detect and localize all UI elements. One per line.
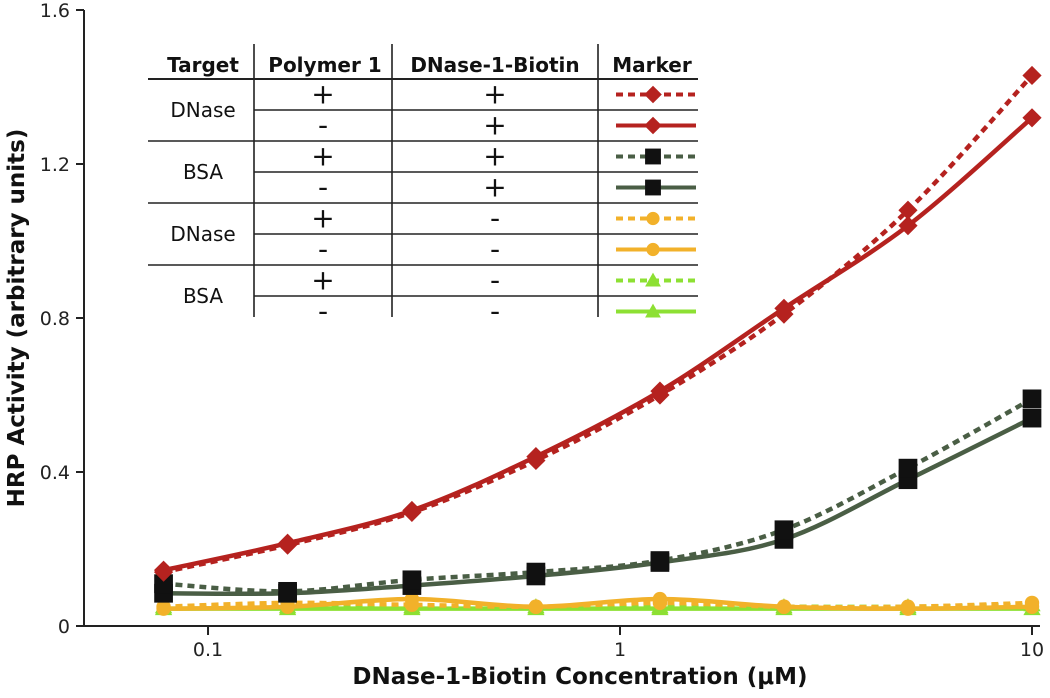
data-point — [1022, 389, 1042, 409]
legend-marker — [645, 303, 661, 318]
data-point — [650, 385, 670, 405]
data-point — [528, 599, 544, 614]
legend-marker — [645, 179, 661, 196]
table-header: Polymer 1 — [268, 53, 381, 77]
table-polymer: - — [318, 295, 328, 328]
data-point — [650, 551, 670, 570]
table-target: DNase — [170, 98, 235, 122]
data-point — [652, 595, 668, 611]
table-biotin: + — [483, 109, 506, 142]
data-point — [278, 581, 297, 601]
data-point — [156, 599, 171, 614]
legend-marker — [644, 85, 662, 104]
y-axis-title: HRP Activity (arbitrary units) — [4, 129, 30, 508]
data-point — [154, 574, 173, 594]
series-line — [163, 600, 1033, 610]
data-point — [898, 216, 918, 236]
data-point — [1022, 65, 1042, 86]
table-biotin: - — [490, 264, 500, 297]
table-header: DNase-1-Biotin — [410, 53, 579, 77]
data-point — [776, 599, 792, 614]
table-target: BSA — [183, 284, 223, 308]
data-point — [277, 535, 298, 555]
data-point — [774, 520, 794, 540]
table-biotin: + — [483, 140, 506, 173]
table-polymer: - — [318, 171, 328, 204]
data-point — [1022, 408, 1042, 428]
series-2 — [154, 389, 1042, 601]
series-4 — [156, 595, 1040, 614]
x-axis-title: DNase-1-Biotin Concentration (μM) — [352, 664, 807, 690]
axes — [76, 9, 1040, 635]
legend-marker — [646, 242, 660, 257]
table-biotin: - — [490, 202, 500, 235]
table-target: DNase — [170, 222, 235, 246]
legend-marker — [644, 116, 662, 135]
data-point — [402, 570, 422, 590]
table-polymer: + — [311, 202, 334, 235]
x-tick-label: 1 — [614, 639, 626, 661]
y-tick-label: 0.4 — [40, 462, 70, 484]
table-polymer: + — [311, 78, 334, 111]
table-biotin: + — [483, 78, 506, 111]
table-polymer: + — [311, 140, 334, 173]
data-point — [774, 304, 794, 324]
table-polymer: - — [318, 233, 328, 266]
table-header: Target — [167, 53, 239, 77]
table-biotin: - — [490, 295, 500, 328]
tick-labels: 0 0.4 0.8 1.2 1.6 0.1 1 10 — [40, 0, 1044, 661]
table-biotin: + — [483, 171, 506, 204]
table-header: Marker — [612, 53, 692, 77]
table-biotin: - — [490, 233, 500, 266]
data-point — [1022, 108, 1042, 128]
table-polymer: - — [318, 109, 328, 142]
series-layer — [153, 65, 1042, 616]
data-point — [153, 562, 174, 582]
table-target: BSA — [183, 160, 223, 184]
data-point — [898, 458, 918, 478]
y-tick-label: 0.8 — [40, 308, 70, 330]
series-line — [163, 396, 1034, 594]
data-point — [526, 450, 546, 471]
y-tick-label: 0 — [58, 616, 70, 638]
x-tick-label: 10 — [1020, 639, 1044, 661]
series-3 — [154, 408, 1042, 603]
table-polymer: + — [311, 264, 334, 297]
data-point — [898, 200, 918, 220]
y-tick-label: 1.6 — [40, 0, 70, 22]
data-point — [1024, 595, 1040, 611]
x-tick-label: 0.1 — [193, 639, 223, 661]
y-tick-label: 1.2 — [40, 154, 70, 176]
legend-marker — [645, 272, 661, 287]
series-0 — [153, 65, 1042, 582]
legend-marker — [646, 211, 660, 226]
data-point — [404, 597, 420, 613]
data-point — [900, 599, 916, 614]
legend-table: Target Polymer 1 DNase-1-Biotin Marker DNase… — [148, 44, 698, 328]
data-point — [526, 562, 546, 582]
legend-marker — [645, 148, 661, 165]
data-point — [402, 502, 422, 523]
